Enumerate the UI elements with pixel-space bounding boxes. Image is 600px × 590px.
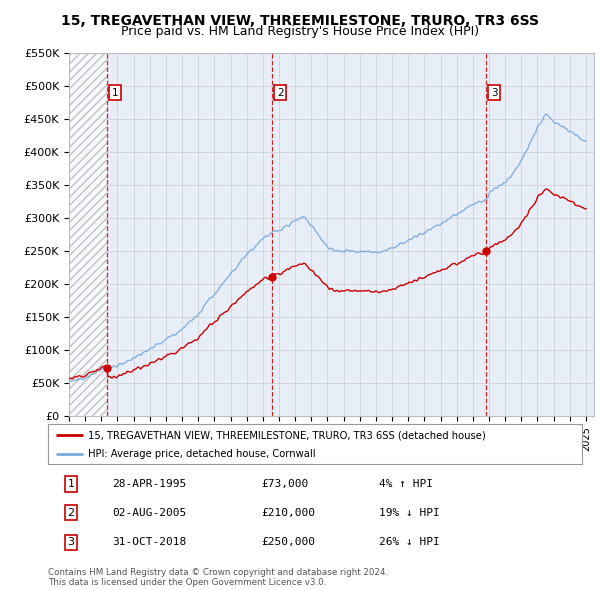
- Text: 1: 1: [112, 88, 118, 98]
- Text: 15, TREGAVETHAN VIEW, THREEMILESTONE, TRURO, TR3 6SS (detached house): 15, TREGAVETHAN VIEW, THREEMILESTONE, TR…: [88, 431, 486, 441]
- Text: £210,000: £210,000: [262, 508, 316, 517]
- Text: 31-OCT-2018: 31-OCT-2018: [112, 537, 187, 548]
- Text: 19% ↓ HPI: 19% ↓ HPI: [379, 508, 440, 517]
- Text: Contains HM Land Registry data © Crown copyright and database right 2024.
This d: Contains HM Land Registry data © Crown c…: [48, 568, 388, 587]
- Text: 4% ↑ HPI: 4% ↑ HPI: [379, 479, 433, 489]
- Text: Price paid vs. HM Land Registry's House Price Index (HPI): Price paid vs. HM Land Registry's House …: [121, 25, 479, 38]
- Text: 2: 2: [277, 88, 284, 98]
- Text: 1: 1: [67, 479, 74, 489]
- Text: 3: 3: [67, 537, 74, 548]
- Text: 26% ↓ HPI: 26% ↓ HPI: [379, 537, 440, 548]
- Text: £73,000: £73,000: [262, 479, 309, 489]
- Text: 2: 2: [67, 508, 74, 517]
- Text: HPI: Average price, detached house, Cornwall: HPI: Average price, detached house, Corn…: [88, 450, 316, 459]
- Text: £250,000: £250,000: [262, 537, 316, 548]
- Text: 15, TREGAVETHAN VIEW, THREEMILESTONE, TRURO, TR3 6SS: 15, TREGAVETHAN VIEW, THREEMILESTONE, TR…: [61, 14, 539, 28]
- Text: 02-AUG-2005: 02-AUG-2005: [112, 508, 187, 517]
- Text: 28-APR-1995: 28-APR-1995: [112, 479, 187, 489]
- Text: 3: 3: [491, 88, 498, 98]
